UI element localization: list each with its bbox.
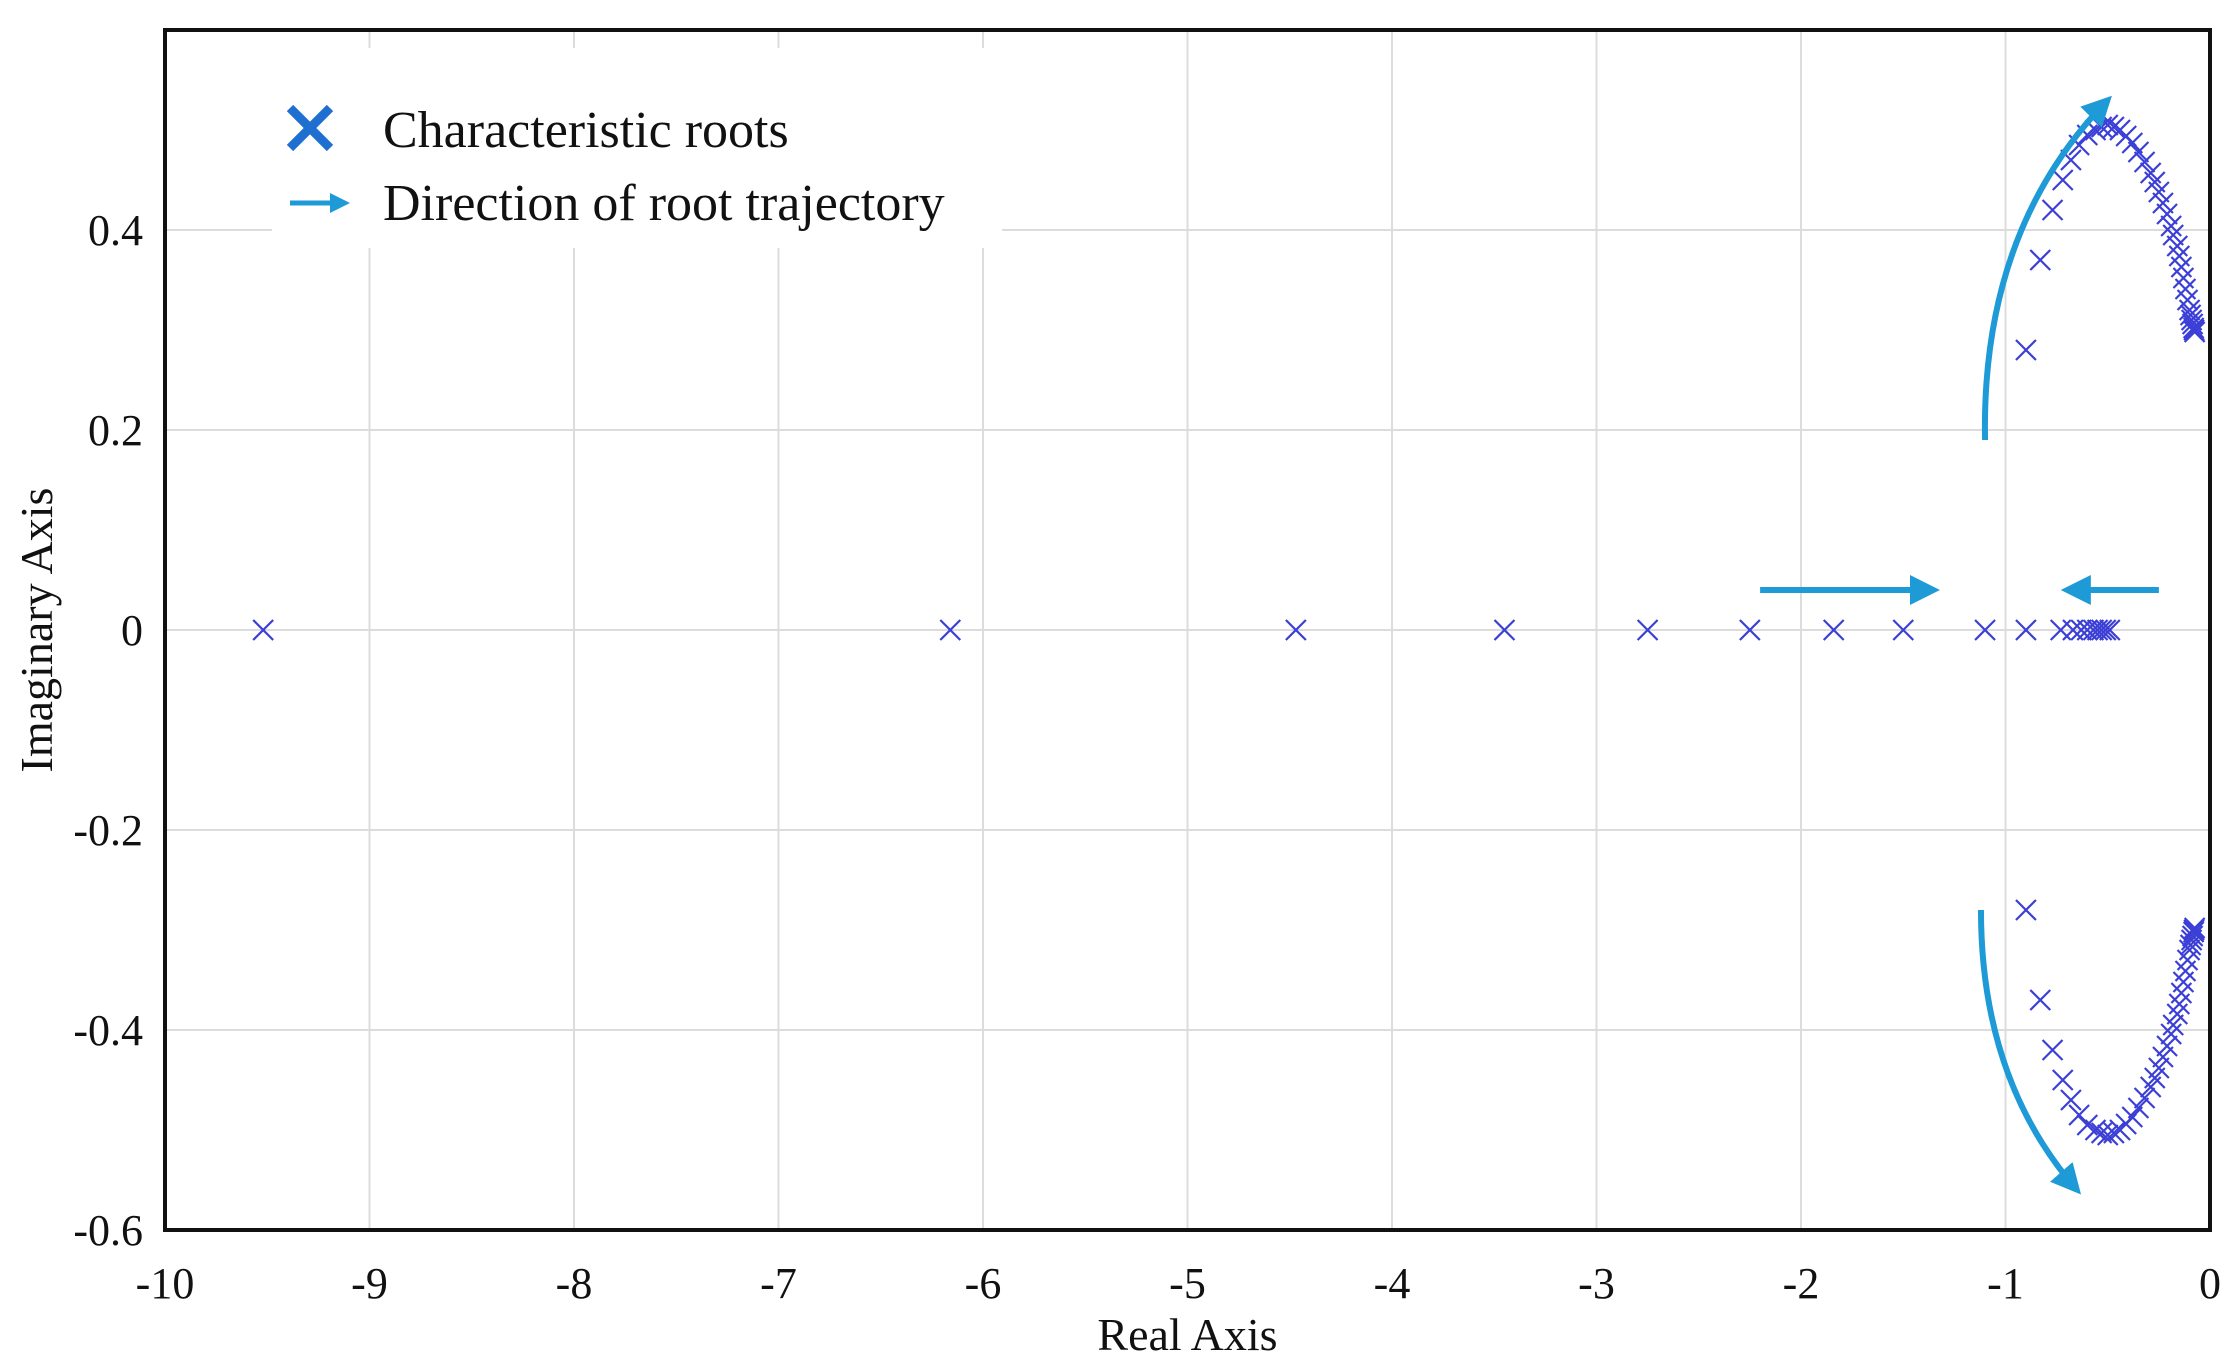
root-marker <box>2152 192 2174 214</box>
root-marker <box>2148 1057 2170 1079</box>
root-marker <box>2015 339 2037 361</box>
x-tick-labels: -10 -9 -8 -7 -6 -5 -4 -3 -2 -1 0 <box>136 1259 2221 1308</box>
y-axis-label: Imaginary Axis <box>11 488 62 773</box>
root-marker <box>2162 224 2184 246</box>
x-tick-label: 0 <box>2199 1259 2221 1308</box>
root-marker <box>2160 215 2182 237</box>
root-marker <box>2121 1106 2144 1128</box>
root-marker <box>2152 1046 2174 1068</box>
legend-x-glyph <box>286 104 334 152</box>
root-marker <box>2133 1087 2156 1109</box>
x-tick-label: -8 <box>556 1259 593 1308</box>
trajectory-arrow-curved <box>1981 95 2112 441</box>
y-tick-labels: -0.6 -0.4 -0.2 0 0.2 0.4 <box>73 206 143 1255</box>
root-marker <box>2029 989 2052 1011</box>
root-marker <box>2156 1035 2178 1057</box>
root-marker <box>939 619 962 641</box>
plot-frame <box>163 28 2212 1232</box>
legend-x-marker-icon <box>286 104 334 152</box>
root-marker <box>2094 619 2117 641</box>
x-tick-label: -9 <box>351 1259 388 1308</box>
grid-lines <box>165 30 2210 1230</box>
root-marker <box>2181 313 2204 335</box>
root-marker <box>2051 169 2074 191</box>
root-marker <box>2179 934 2202 956</box>
x-tick-label: -6 <box>965 1259 1002 1308</box>
root-marker <box>2029 249 2052 271</box>
legend-background <box>272 48 1002 248</box>
root-marker <box>1285 619 1307 641</box>
root-marker <box>1822 619 1845 641</box>
root-marker <box>2103 1122 2125 1144</box>
root-marker <box>252 619 274 641</box>
x-tick-label: -3 <box>1578 1259 1615 1308</box>
y-tick-label: 0.2 <box>88 406 143 455</box>
root-marker <box>2060 1089 2082 1111</box>
legend-label-characteristic-roots: Characteristic roots <box>383 102 789 159</box>
root-marker <box>2041 199 2064 221</box>
trajectory-arrow-curved <box>1977 909 2082 1195</box>
x-tick-label: -7 <box>760 1259 797 1308</box>
root-marker <box>1636 619 1659 641</box>
x-tick-label: -1 <box>1987 1259 2024 1308</box>
trajectory-arrows <box>1760 95 2159 1195</box>
root-marker <box>2096 1124 2119 1146</box>
root-marker <box>1892 619 1915 641</box>
root-marker <box>2084 1119 2107 1141</box>
root-marker <box>2181 925 2204 947</box>
root-marker <box>2160 1023 2182 1045</box>
root-marker <box>2121 132 2144 154</box>
y-tick-label: 0.4 <box>88 206 143 255</box>
y-tick-label: -0.4 <box>73 1006 143 1055</box>
root-marker <box>2127 141 2150 163</box>
y-tick-label: -0.2 <box>73 806 143 855</box>
root-marker <box>2051 1069 2074 1091</box>
root-marker <box>2183 321 2206 343</box>
root-marker <box>2162 1014 2184 1036</box>
root-marker <box>2015 619 2037 641</box>
root-marker <box>2133 151 2156 173</box>
x-axis-label: Real Axis <box>1097 1309 1277 1360</box>
root-marker <box>1739 619 1761 641</box>
legend: Characteristic roots Direction of root t… <box>272 48 1002 248</box>
root-marker <box>2179 304 2202 326</box>
root-marker <box>2183 917 2206 939</box>
x-tick-label: -10 <box>136 1259 195 1308</box>
y-tick-label: 0 <box>121 606 143 655</box>
root-marker <box>2156 203 2178 225</box>
root-marker <box>2099 619 2121 641</box>
x-tick-label: -5 <box>1169 1259 1206 1308</box>
root-marker <box>1974 619 1996 641</box>
root-marker <box>2182 317 2205 339</box>
root-marker <box>2182 921 2205 943</box>
root-marker <box>2041 1039 2064 1061</box>
root-marker <box>2090 619 2113 641</box>
root-marker <box>1493 619 1516 641</box>
legend-label-direction-of-root-trajectory: Direction of root trajectory <box>383 175 945 232</box>
y-tick-label: -0.6 <box>73 1206 143 1255</box>
x-tick-label: -4 <box>1374 1259 1411 1308</box>
root-marker <box>2015 899 2037 921</box>
root-marker <box>2127 1097 2150 1119</box>
root-markers <box>252 114 2206 1146</box>
x-tick-label: -2 <box>1783 1259 1820 1308</box>
root-marker <box>2148 181 2170 203</box>
